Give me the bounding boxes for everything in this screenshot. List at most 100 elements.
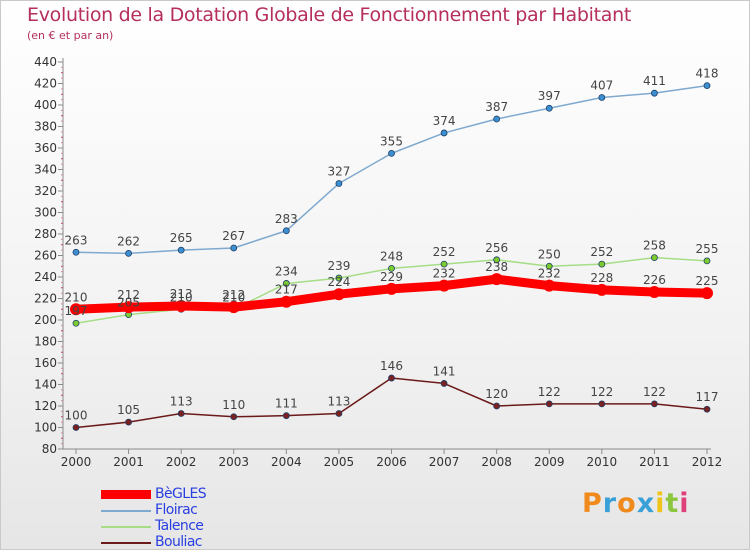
data-label-floirac: 397 bbox=[538, 89, 561, 103]
y-tick-label: 320 bbox=[34, 184, 57, 198]
series-line-floirac bbox=[75, 84, 708, 255]
data-label-floirac: 265 bbox=[170, 231, 193, 245]
data-label-bouliac: 100 bbox=[65, 409, 88, 423]
point-begles bbox=[332, 288, 345, 301]
point-talence bbox=[388, 264, 395, 272]
data-label-bouliac: 122 bbox=[538, 385, 561, 399]
point-bouliac bbox=[335, 410, 343, 417]
data-label-begles: 232 bbox=[433, 267, 456, 281]
x-tick-label: 2002 bbox=[166, 455, 197, 469]
point-floirac bbox=[651, 89, 658, 97]
data-label-bouliac: 105 bbox=[117, 403, 140, 417]
logo-letter: i bbox=[679, 488, 690, 519]
data-label-floirac: 283 bbox=[275, 212, 298, 226]
point-bouliac bbox=[440, 380, 448, 387]
legend-swatch bbox=[101, 542, 151, 544]
point-bouliac bbox=[598, 400, 606, 408]
data-label-floirac: 327 bbox=[327, 164, 350, 178]
point-begles bbox=[438, 279, 451, 292]
y-tick-label: 420 bbox=[34, 77, 57, 91]
point-floirac bbox=[703, 82, 711, 90]
point-floirac bbox=[230, 244, 238, 252]
y-tick-label: 240 bbox=[34, 270, 57, 284]
point-begles bbox=[175, 300, 188, 313]
data-label-begles: 226 bbox=[643, 273, 666, 287]
point-floirac bbox=[545, 104, 553, 112]
data-labels: 100 105 113 110 111 113 146 141 120 122 122 122 117 1… bbox=[65, 67, 719, 423]
data-label-talence: 197 bbox=[65, 304, 88, 318]
point-bouliac bbox=[72, 424, 80, 431]
point-floirac bbox=[282, 227, 290, 235]
legend-swatch bbox=[101, 510, 151, 512]
point-begles bbox=[385, 282, 398, 295]
logo-letter: P bbox=[582, 488, 603, 519]
point-bouliac bbox=[282, 412, 290, 420]
y-tick-label: 360 bbox=[34, 141, 57, 155]
data-label-bouliac: 111 bbox=[275, 397, 298, 411]
point-talence bbox=[598, 260, 606, 268]
data-label-floirac: 411 bbox=[643, 74, 666, 88]
point-talence bbox=[282, 280, 290, 287]
data-label-begles: 224 bbox=[327, 275, 350, 289]
legend-label: Floirac bbox=[155, 502, 198, 518]
data-label-begles: 210 bbox=[65, 290, 88, 304]
data-label-talence: 250 bbox=[538, 247, 561, 261]
data-label-begles: 213 bbox=[170, 287, 193, 301]
data-label-talence: 205 bbox=[117, 296, 140, 310]
point-begles bbox=[543, 279, 556, 292]
data-label-talence: 258 bbox=[643, 239, 666, 253]
y-tick-label: 140 bbox=[34, 378, 57, 392]
data-label-begles: 238 bbox=[485, 260, 508, 274]
x-tick-label: 2010 bbox=[587, 455, 618, 469]
data-label-floirac: 263 bbox=[65, 233, 88, 247]
legend-label: BèGLES bbox=[155, 486, 207, 502]
legend-item-talence: Talence bbox=[101, 518, 301, 534]
point-talence bbox=[703, 257, 711, 265]
point-bouliac bbox=[545, 400, 553, 408]
point-floirac bbox=[598, 94, 606, 101]
data-label-begles: 228 bbox=[590, 271, 613, 285]
proxiti-logo: Proxiti bbox=[582, 488, 690, 519]
y-tick-label: 160 bbox=[34, 356, 57, 370]
data-label-begles: 212 bbox=[117, 288, 140, 302]
point-talence bbox=[545, 262, 553, 270]
y-tick-label: 380 bbox=[34, 120, 57, 134]
x-tick-label: 2005 bbox=[324, 455, 355, 469]
data-label-bouliac: 122 bbox=[643, 385, 666, 399]
data-label-begles: 232 bbox=[538, 267, 561, 281]
y-tick-label: 120 bbox=[34, 399, 57, 413]
point-floirac bbox=[335, 180, 343, 187]
data-label-begles: 225 bbox=[696, 274, 719, 288]
legend-item-begles: BèGLES bbox=[101, 486, 301, 502]
legend-label: Bouliac bbox=[155, 534, 203, 550]
data-label-talence: 248 bbox=[380, 249, 403, 263]
data-label-talence: 210 bbox=[222, 290, 245, 304]
point-bouliac bbox=[493, 402, 501, 410]
point-bouliac bbox=[388, 374, 395, 382]
point-floirac bbox=[388, 149, 395, 157]
point-floirac bbox=[72, 248, 80, 256]
legend-label: Talence bbox=[155, 518, 204, 534]
point-floirac bbox=[493, 115, 501, 123]
y-tick-label: 220 bbox=[34, 292, 57, 306]
point-bouliac bbox=[230, 413, 238, 421]
y-tick-label: 400 bbox=[34, 98, 57, 112]
x-tick-label: 2012 bbox=[692, 455, 723, 469]
y-tick-label: 100 bbox=[34, 421, 57, 435]
logo-letter: t bbox=[665, 488, 680, 519]
data-label-floirac: 262 bbox=[117, 234, 140, 248]
x-tick-label: 2007 bbox=[429, 455, 460, 469]
data-label-bouliac: 117 bbox=[696, 390, 719, 404]
point-talence bbox=[72, 319, 80, 327]
data-label-bouliac: 122 bbox=[590, 385, 613, 399]
data-label-talence: 256 bbox=[485, 241, 508, 255]
point-begles bbox=[227, 301, 240, 314]
chart-title: Evolution de la Dotation Globale de Fonc… bbox=[27, 4, 632, 26]
data-label-begles: 212 bbox=[222, 288, 245, 302]
x-tick-label: 2000 bbox=[61, 455, 92, 469]
data-label-bouliac: 146 bbox=[380, 359, 403, 373]
point-floirac bbox=[125, 249, 132, 257]
data-label-floirac: 267 bbox=[222, 229, 245, 243]
point-begles bbox=[70, 303, 82, 316]
point-talence bbox=[335, 274, 343, 282]
